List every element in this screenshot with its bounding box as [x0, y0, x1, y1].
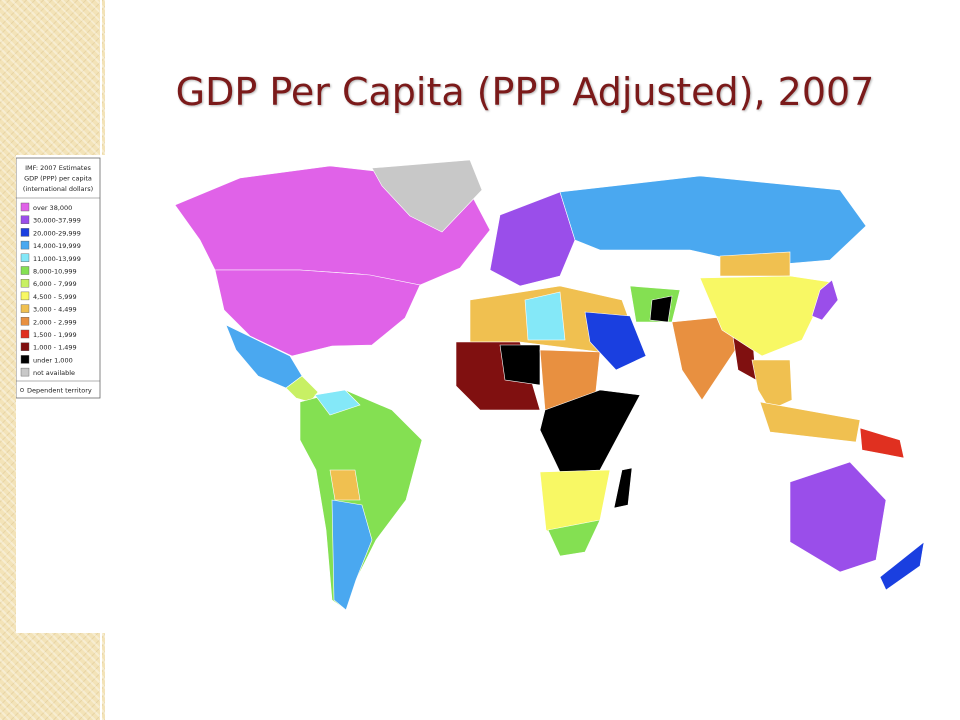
legend-heading: (international dollars) [23, 185, 93, 193]
legend-label: 1,000 - 1,499 [33, 344, 77, 352]
legend-swatch [20, 215, 30, 224]
legend-swatch [20, 228, 30, 237]
legend-swatch [20, 202, 30, 212]
legend-label: 14,000-19,999 [33, 242, 81, 250]
southeast-asia [751, 359, 793, 411]
slide-title: GDP Per Capita (PPP Adjusted), 2007 [175, 70, 875, 114]
bolivia [329, 469, 361, 501]
south-america [299, 389, 423, 611]
japan [811, 279, 839, 321]
legend-label: 3,000 - 4,499 [33, 306, 77, 314]
legend-swatch [20, 329, 30, 339]
russia [559, 175, 867, 267]
china [699, 275, 831, 357]
countries [174, 159, 925, 611]
legend-label: 11,000-13,999 [33, 255, 81, 263]
libya [524, 291, 566, 341]
usa [214, 269, 421, 357]
legend-footnote: Dependent territory [27, 387, 92, 395]
indonesia [759, 401, 861, 443]
legend-label: under 1,000 [33, 356, 73, 364]
legend-label: 2,000 - 2,999 [33, 318, 77, 326]
legend-swatch [20, 279, 30, 288]
legend-swatch [20, 266, 30, 275]
dependent-marker [20, 388, 24, 392]
legend-label: over 38,000 [33, 204, 72, 212]
map: IMF: 2007 Estimates GDP (PPP) per capita (… [15, 155, 931, 633]
legend-swatch [20, 304, 30, 313]
legend-label: 20,000-29,999 [33, 229, 81, 237]
south-africa [547, 519, 601, 557]
mongolia [719, 251, 791, 277]
legend-swatch [20, 317, 30, 326]
legend-swatch [20, 240, 30, 250]
greenland [371, 159, 483, 233]
legend-heading: GDP (PPP) per capita [24, 175, 92, 183]
legend-label: 1,500 - 1,999 [33, 331, 77, 339]
afghanistan [649, 295, 673, 323]
sahel [499, 344, 541, 386]
legend-swatch [20, 253, 30, 263]
venezuela [314, 389, 361, 416]
madagascar [613, 467, 633, 509]
argentina [331, 499, 373, 611]
new-zealand [879, 541, 925, 591]
legend-label: 6,000 - 7,999 [33, 280, 77, 288]
europe [489, 191, 576, 287]
legend-heading: IMF: 2007 Estimates [25, 164, 91, 172]
legend-label: 8,000-10,999 [33, 268, 77, 276]
legend-swatch [20, 342, 30, 351]
legend-label: 30,000-37,999 [33, 217, 81, 225]
legend-label: 4,500 - 5,999 [33, 293, 77, 301]
legend-swatch [20, 291, 30, 301]
map-svg: IMF: 2007 Estimates GDP (PPP) per capita (… [15, 157, 925, 611]
legend-swatch [20, 355, 30, 364]
legend-label: not available [33, 369, 75, 377]
legend-swatch [20, 367, 30, 377]
papua [859, 427, 905, 459]
saudi-arabia [584, 311, 647, 371]
central-america [285, 375, 319, 403]
australia [789, 461, 887, 573]
